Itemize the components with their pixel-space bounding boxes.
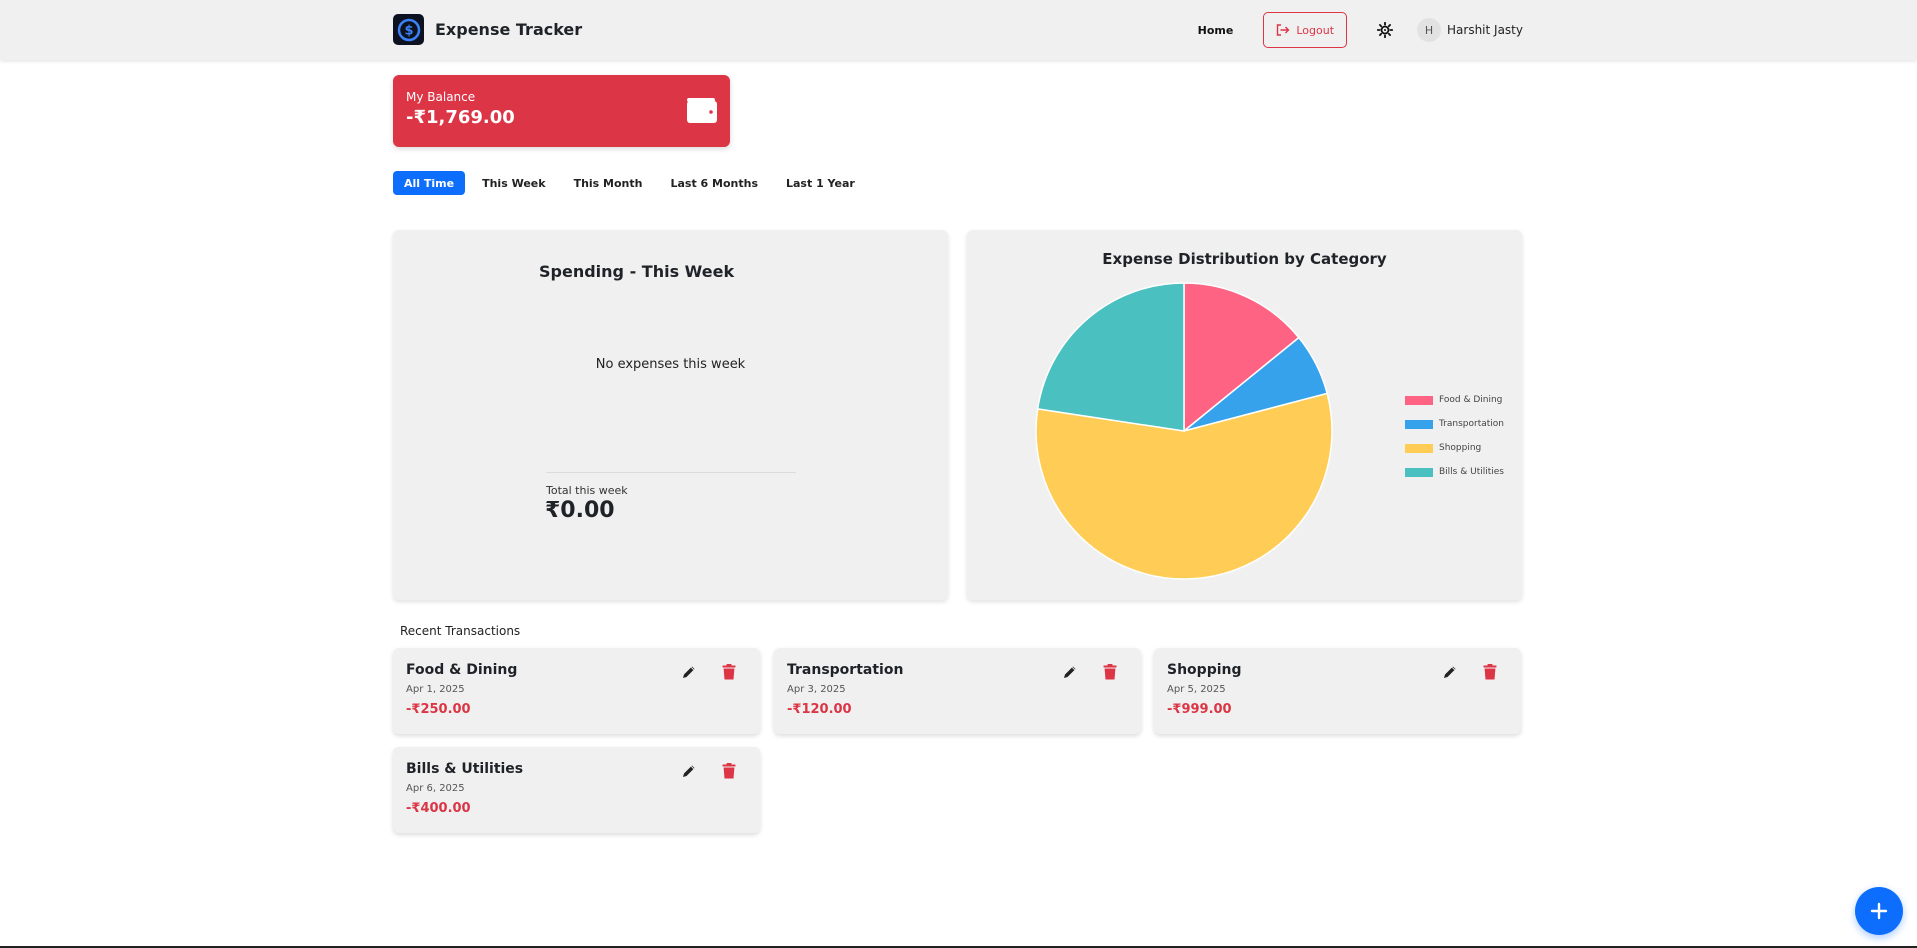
legend-item[interactable]: Bills & Utilities [1405,460,1504,484]
transaction-category: Food & Dining [406,662,518,678]
transaction-date: Apr 5, 2025 [1167,684,1226,695]
legend-item[interactable]: Transportation [1405,412,1504,436]
legend-swatch [1405,419,1433,429]
weekly-spending-panel: Spending - This Week No expenses this we… [393,230,948,600]
legend-label: Bills & Utilities [1439,467,1504,477]
pie-slice[interactable] [1036,282,1185,432]
transaction-category: Transportation [787,662,904,678]
legend-swatch [1405,467,1433,477]
empty-message: No expenses this week [595,357,746,372]
plus-icon [1870,902,1888,920]
transaction-date: Apr 3, 2025 [787,684,846,695]
time-filters: All Time This Week This Month Last 6 Mon… [393,171,872,195]
divider [546,472,796,473]
sun-icon[interactable] [1377,22,1394,38]
chart-legend: Food & Dining Transportation Shopping Bills… [1405,388,1504,484]
avatar: H [1417,18,1442,42]
logout-button[interactable]: Logout [1263,12,1348,48]
filter-this-week[interactable]: This Week [471,171,556,195]
nav-right: Home Logout H Harshit Jasty [1198,12,1523,48]
trash-icon[interactable] [1101,663,1119,681]
balance-amount: -₹1,769.00 [406,107,515,128]
navbar: $ Expense Tracker Home Logout [0,0,1917,60]
week-total-label: Total this week [546,484,628,497]
filter-this-month[interactable]: This Month [563,171,654,195]
filter-last-1-year[interactable]: Last 1 Year [775,171,866,195]
weekly-spending-title: Spending - This Week [539,262,735,281]
transaction-category: Shopping [1167,662,1242,678]
transaction-amount: -₹400.00 [406,801,471,816]
pie-slice[interactable] [1183,282,1300,433]
brand[interactable]: $ Expense Tracker [393,14,582,45]
legend-swatch [1405,443,1433,453]
pencil-icon[interactable] [680,762,698,780]
legend-item[interactable]: Shopping [1405,436,1504,460]
trash-icon[interactable] [720,663,738,681]
logout-icon [1277,24,1290,36]
pie-slice[interactable] [1035,392,1333,580]
pencil-icon[interactable] [1061,663,1079,681]
add-expense-button[interactable] [1855,887,1903,935]
logout-label: Logout [1296,23,1335,37]
legend-item[interactable]: Food & Dining [1405,388,1504,412]
pie-chart [1035,282,1333,580]
category-distribution-panel: Expense Distribution by Category Food & … [967,230,1522,600]
transaction-card: Bills & Utilities Apr 6, 2025 -₹400.00 [393,747,760,833]
legend-label: Shopping [1439,443,1482,453]
transaction-amount: -₹250.00 [406,702,471,717]
wallet-icon [686,95,718,129]
transaction-card: Shopping Apr 5, 2025 -₹999.00 [1154,648,1521,734]
transaction-date: Apr 6, 2025 [406,783,465,794]
filter-all-time[interactable]: All Time [393,171,466,195]
legend-label: Food & Dining [1439,395,1503,405]
trash-icon[interactable] [1481,663,1499,681]
transaction-date: Apr 1, 2025 [406,684,465,695]
transaction-amount: -₹120.00 [787,702,852,717]
nav-home-link[interactable]: Home [1197,23,1234,37]
svg-text:$: $ [404,23,413,38]
user-menu[interactable]: H Harshit Jasty [1417,18,1523,42]
transaction-card: Food & Dining Apr 1, 2025 -₹250.00 [393,648,760,734]
legend-label: Transportation [1439,419,1504,429]
week-total-amount: ₹0.00 [545,498,615,523]
app-title: Expense Tracker [435,20,583,39]
legend-swatch [1405,395,1433,405]
pencil-icon[interactable] [1441,663,1459,681]
transaction-category: Bills & Utilities [406,761,524,777]
pencil-icon[interactable] [680,663,698,681]
transaction-card: Transportation Apr 3, 2025 -₹120.00 [774,648,1141,734]
trash-icon[interactable] [720,762,738,780]
balance-card: My Balance -₹1,769.00 [393,75,730,147]
recent-transactions-title: Recent Transactions [400,624,521,638]
balance-label: My Balance [406,90,476,104]
user-name: Harshit Jasty [1447,23,1523,37]
filter-last-6-months[interactable]: Last 6 Months [659,171,769,195]
transaction-amount: -₹999.00 [1167,702,1232,717]
dollar-logo-icon: $ [393,14,424,45]
chart-title: Expense Distribution by Category [1102,250,1387,268]
